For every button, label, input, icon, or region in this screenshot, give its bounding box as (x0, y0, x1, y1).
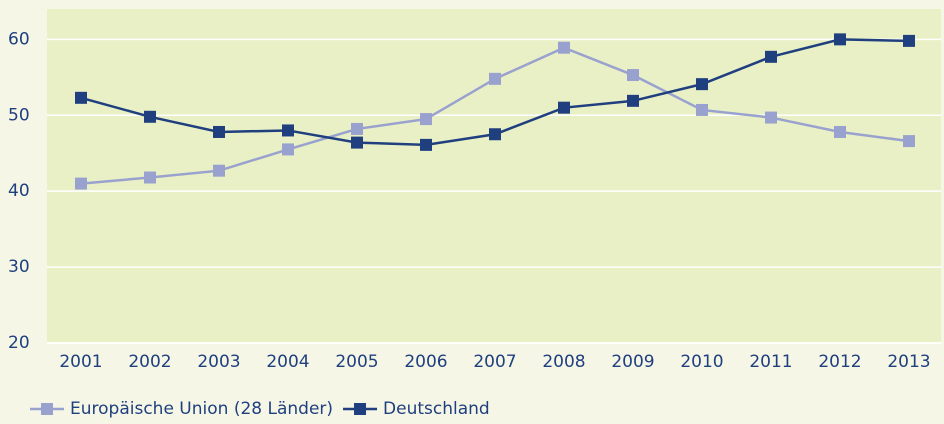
marker (144, 110, 156, 123)
marker (765, 111, 777, 124)
x-tick-label: 2006 (404, 352, 447, 372)
legend-marker (354, 403, 367, 415)
marker (765, 50, 777, 63)
y-tick-label: 30 (8, 257, 30, 277)
marker (558, 101, 570, 114)
x-tick-label: 2001 (59, 352, 102, 372)
y-tick-label: 20 (8, 333, 30, 353)
marker (696, 78, 708, 91)
marker (903, 34, 915, 47)
marker (282, 124, 294, 137)
y-tick-label: 40 (8, 181, 30, 201)
x-tick-label: 2003 (197, 352, 240, 372)
marker (420, 138, 432, 151)
marker (627, 94, 639, 107)
x-tick-label: 2013 (887, 352, 930, 372)
marker (834, 33, 846, 46)
legend-label: Deutschland (383, 399, 490, 419)
marker (489, 72, 501, 85)
x-tick-label: 2008 (542, 352, 585, 372)
marker (834, 125, 846, 138)
x-tick-label: 2005 (335, 352, 378, 372)
x-tick-label: 2002 (128, 352, 171, 372)
legend-marker (41, 403, 53, 415)
marker (558, 41, 570, 54)
plot-area (47, 9, 941, 343)
legend-label: Europäische Union (28 Länder) (70, 399, 333, 419)
x-tick-label: 2011 (749, 352, 792, 372)
y-tick-label: 60 (8, 29, 30, 49)
marker (351, 122, 363, 135)
marker (627, 69, 639, 82)
marker (213, 125, 225, 138)
marker (213, 164, 225, 177)
marker (282, 143, 294, 156)
marker (144, 171, 156, 184)
marker (420, 113, 432, 126)
marker (696, 103, 708, 116)
marker (75, 177, 87, 190)
marker (903, 135, 915, 148)
x-tick-label: 2004 (266, 352, 309, 372)
x-tick-label: 2007 (473, 352, 516, 372)
y-tick-label: 50 (8, 105, 30, 125)
x-tick-label: 2009 (611, 352, 654, 372)
x-tick-label: 2010 (680, 352, 723, 372)
x-tick-label: 2012 (818, 352, 861, 372)
marker (351, 136, 363, 149)
marker (75, 91, 87, 104)
marker (489, 128, 501, 141)
